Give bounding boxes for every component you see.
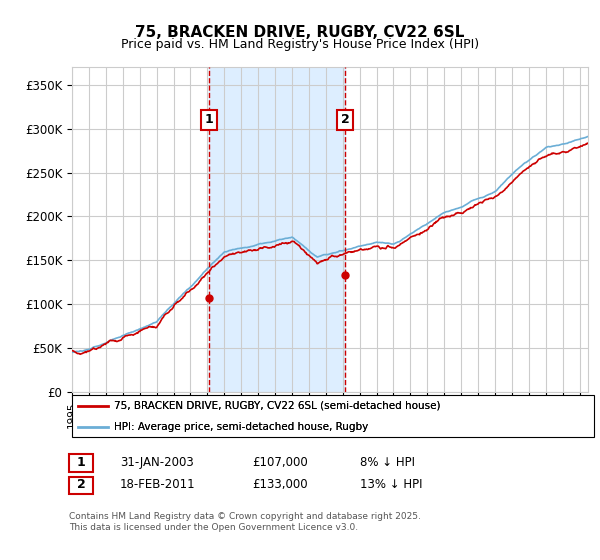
- Text: 8% ↓ HPI: 8% ↓ HPI: [360, 456, 415, 469]
- Bar: [209, 67, 345, 392]
- Text: 31-JAN-2003: 31-JAN-2003: [120, 456, 194, 469]
- Text: 75, BRACKEN DRIVE, RUGBY, CV22 6SL (semi-detached house): 75, BRACKEN DRIVE, RUGBY, CV22 6SL (semi…: [114, 401, 440, 411]
- Text: HPI: Average price, semi-detached house, Rugby: HPI: Average price, semi-detached house,…: [114, 422, 368, 432]
- Text: 13% ↓ HPI: 13% ↓ HPI: [360, 478, 422, 492]
- Text: 75, BRACKEN DRIVE, RUGBY, CV22 6SL (semi-detached house): 75, BRACKEN DRIVE, RUGBY, CV22 6SL (semi…: [114, 401, 440, 411]
- Text: Contains HM Land Registry data © Crown copyright and database right 2025.
This d: Contains HM Land Registry data © Crown c…: [69, 512, 421, 532]
- Text: 1: 1: [77, 456, 85, 469]
- Text: 18-FEB-2011: 18-FEB-2011: [120, 478, 196, 492]
- Text: £107,000: £107,000: [252, 456, 308, 469]
- Text: Price paid vs. HM Land Registry's House Price Index (HPI): Price paid vs. HM Land Registry's House …: [121, 38, 479, 51]
- Text: 2: 2: [341, 113, 349, 127]
- Text: 75, BRACKEN DRIVE, RUGBY, CV22 6SL: 75, BRACKEN DRIVE, RUGBY, CV22 6SL: [136, 25, 464, 40]
- Text: £133,000: £133,000: [252, 478, 308, 492]
- Text: HPI: Average price, semi-detached house, Rugby: HPI: Average price, semi-detached house,…: [114, 422, 368, 432]
- Text: 1: 1: [205, 113, 213, 127]
- Text: 2: 2: [77, 478, 85, 492]
